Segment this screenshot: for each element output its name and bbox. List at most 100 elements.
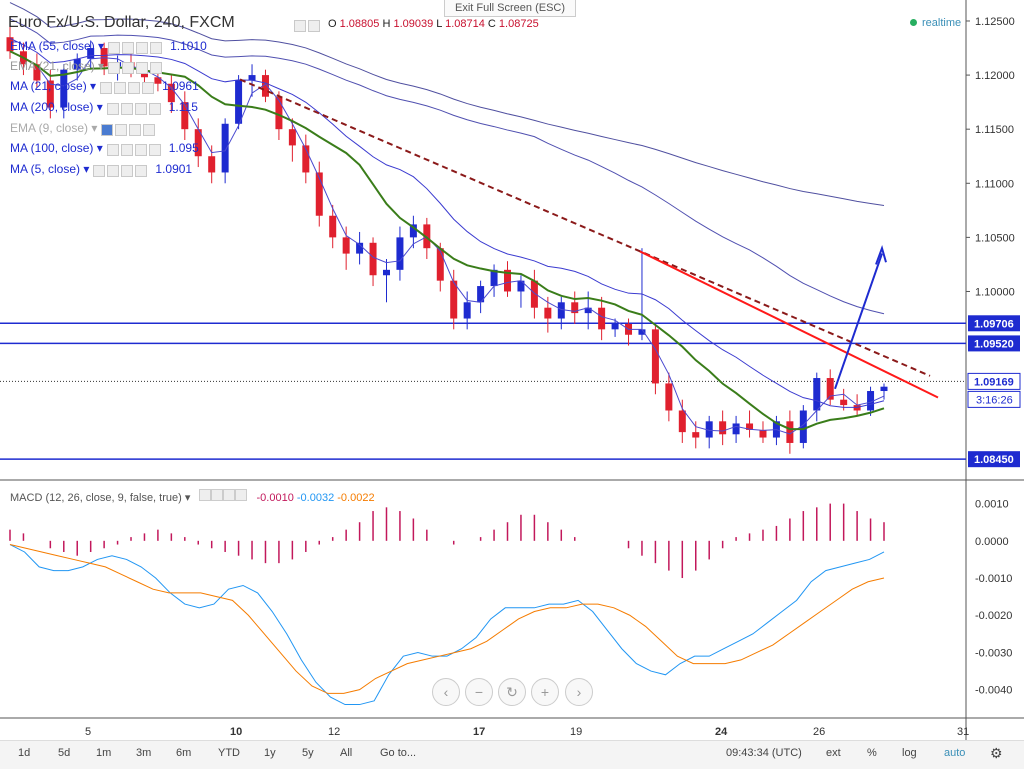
indicator-ema55[interactable]: EMA (55, close) ▾ 1.1010 bbox=[10, 39, 207, 54]
level-price-label: 1.08450 bbox=[974, 454, 1014, 466]
indicator-ma21[interactable]: MA (21, close) ▾ 1.0961 bbox=[10, 79, 199, 94]
candle-body bbox=[504, 269, 512, 292]
ext-toggle[interactable]: ext bbox=[826, 747, 841, 759]
candle-body bbox=[329, 215, 337, 238]
level-price-label: 1.09706 bbox=[974, 318, 1014, 330]
macd-legend[interactable]: MACD (12, 26, close, 9, false, true) ▾ -… bbox=[10, 489, 375, 504]
indicator-ma100[interactable]: MA (100, close) ▾ 1.095 bbox=[10, 141, 199, 156]
macd-signal-value: -0.0022 bbox=[337, 492, 375, 504]
indicator-label: MA (100, close) bbox=[10, 141, 94, 155]
indicator-value: 1.0961 bbox=[162, 79, 199, 93]
exit-fullscreen-button[interactable]: Exit Full Screen (ESC) bbox=[444, 0, 576, 17]
candle-body bbox=[571, 302, 579, 314]
indicator-label: EMA (55, close) bbox=[10, 39, 95, 53]
macd-line bbox=[9, 544, 885, 706]
range-1y[interactable]: 1y bbox=[264, 747, 276, 759]
candle-body bbox=[194, 129, 202, 157]
indicator-ema21[interactable]: EMA (21, close) ▾ bbox=[10, 59, 170, 74]
candle-body bbox=[248, 75, 256, 81]
macd-signal-line bbox=[9, 544, 885, 694]
scroll-left-icon[interactable]: ‹ bbox=[432, 678, 460, 706]
indicator-label: MA (200, close) bbox=[10, 100, 94, 114]
candle-body bbox=[369, 242, 377, 276]
candle-body bbox=[396, 237, 404, 270]
ohlc-high: 1.09039 bbox=[393, 18, 434, 30]
scroll-right-icon[interactable]: › bbox=[565, 678, 593, 706]
zoom-out-icon[interactable]: − bbox=[465, 678, 493, 706]
zoom-in-icon[interactable]: + bbox=[531, 678, 559, 706]
realtime-label: realtime bbox=[922, 17, 962, 29]
utc-clock[interactable]: 09:43:34 (UTC) bbox=[726, 747, 802, 759]
candle-body bbox=[261, 75, 269, 97]
candle-body bbox=[477, 286, 485, 303]
candle-body bbox=[6, 37, 14, 52]
candle-body bbox=[732, 423, 740, 435]
reset-icon[interactable]: ↻ bbox=[498, 678, 526, 706]
candle-body bbox=[288, 129, 296, 146]
indicator-ma200[interactable]: MA (200, close) ▾ 1.115 bbox=[10, 100, 198, 115]
range-6m[interactable]: 6m bbox=[176, 747, 192, 759]
candle-body bbox=[759, 429, 767, 438]
time-tick-label: 31 bbox=[957, 726, 969, 738]
candle-body bbox=[181, 102, 189, 130]
macd-tick-label: 0.0010 bbox=[975, 499, 1009, 511]
candle-body bbox=[302, 145, 310, 173]
macd-tick-label: -0.0020 bbox=[975, 610, 1012, 622]
range-1d[interactable]: 1d bbox=[18, 747, 31, 759]
candle-body bbox=[60, 69, 68, 108]
candle-body bbox=[221, 123, 229, 173]
macd-tick-label: -0.0030 bbox=[975, 647, 1012, 659]
symbol-title[interactable]: Euro Fx/U.S. Dollar, 240, FXCM bbox=[8, 14, 235, 31]
candle-body bbox=[490, 269, 498, 287]
indicator-label: EMA (9, close) bbox=[10, 121, 89, 135]
candle-body bbox=[544, 307, 552, 319]
range-3m[interactable]: 3m bbox=[136, 747, 152, 759]
time-tick-label: 5 bbox=[85, 726, 91, 738]
candle-body bbox=[342, 237, 350, 254]
range-5y[interactable]: 5y bbox=[302, 747, 314, 759]
candle-body bbox=[463, 302, 471, 319]
time-tick-label: 10 bbox=[230, 726, 242, 738]
range-ytd[interactable]: YTD bbox=[218, 747, 240, 759]
ohlc-c-label: C bbox=[487, 18, 496, 30]
price-tick-label: 1.11000 bbox=[975, 178, 1014, 190]
candle-body bbox=[880, 386, 888, 392]
price-tick-label: 1.12000 bbox=[975, 70, 1015, 82]
auto-toggle[interactable]: auto bbox=[944, 747, 966, 759]
indicator-ema9[interactable]: EMA (9, close) ▾ bbox=[10, 121, 163, 136]
candle-body bbox=[826, 378, 834, 400]
candle-body bbox=[436, 248, 444, 281]
candle-body bbox=[73, 58, 81, 70]
log-toggle[interactable]: log bbox=[902, 747, 917, 759]
candle-body bbox=[409, 224, 417, 238]
candle-body bbox=[208, 156, 216, 173]
range-1m[interactable]: 1m bbox=[96, 747, 112, 759]
ohlc-l-label: L bbox=[436, 18, 443, 30]
range-all[interactable]: All bbox=[340, 747, 353, 759]
title-tools[interactable] bbox=[290, 17, 322, 32]
indicator-value: 1.0901 bbox=[155, 162, 193, 176]
indicator-value: 1.115 bbox=[168, 100, 198, 114]
indicator-value: 1.095 bbox=[168, 141, 199, 155]
ma200-line bbox=[9, 2, 885, 207]
level-price-tag bbox=[968, 315, 1020, 332]
candle-body bbox=[813, 378, 821, 411]
indicator-value: 1.1010 bbox=[170, 39, 207, 53]
price-tick-label: 1.10500 bbox=[975, 232, 1015, 244]
gear-icon[interactable]: ⚙ bbox=[990, 745, 1003, 761]
countdown-label: 3:16:26 bbox=[976, 394, 1013, 406]
candle-body bbox=[356, 242, 364, 254]
percent-toggle[interactable]: % bbox=[867, 747, 877, 759]
goto-date-button[interactable]: Go to... bbox=[380, 747, 417, 759]
candle-body bbox=[275, 96, 283, 130]
candle-body bbox=[154, 77, 162, 84]
candle-body bbox=[746, 423, 754, 430]
level-price-tag bbox=[968, 335, 1020, 352]
indicator-ma5[interactable]: MA (5, close) ▾ 1.0901 bbox=[10, 162, 193, 177]
range-5d[interactable]: 5d bbox=[58, 747, 71, 759]
candle-body bbox=[557, 302, 565, 319]
current-price-label: 1.09169 bbox=[974, 376, 1014, 388]
candle-body bbox=[235, 80, 243, 124]
candle-body bbox=[638, 329, 646, 335]
